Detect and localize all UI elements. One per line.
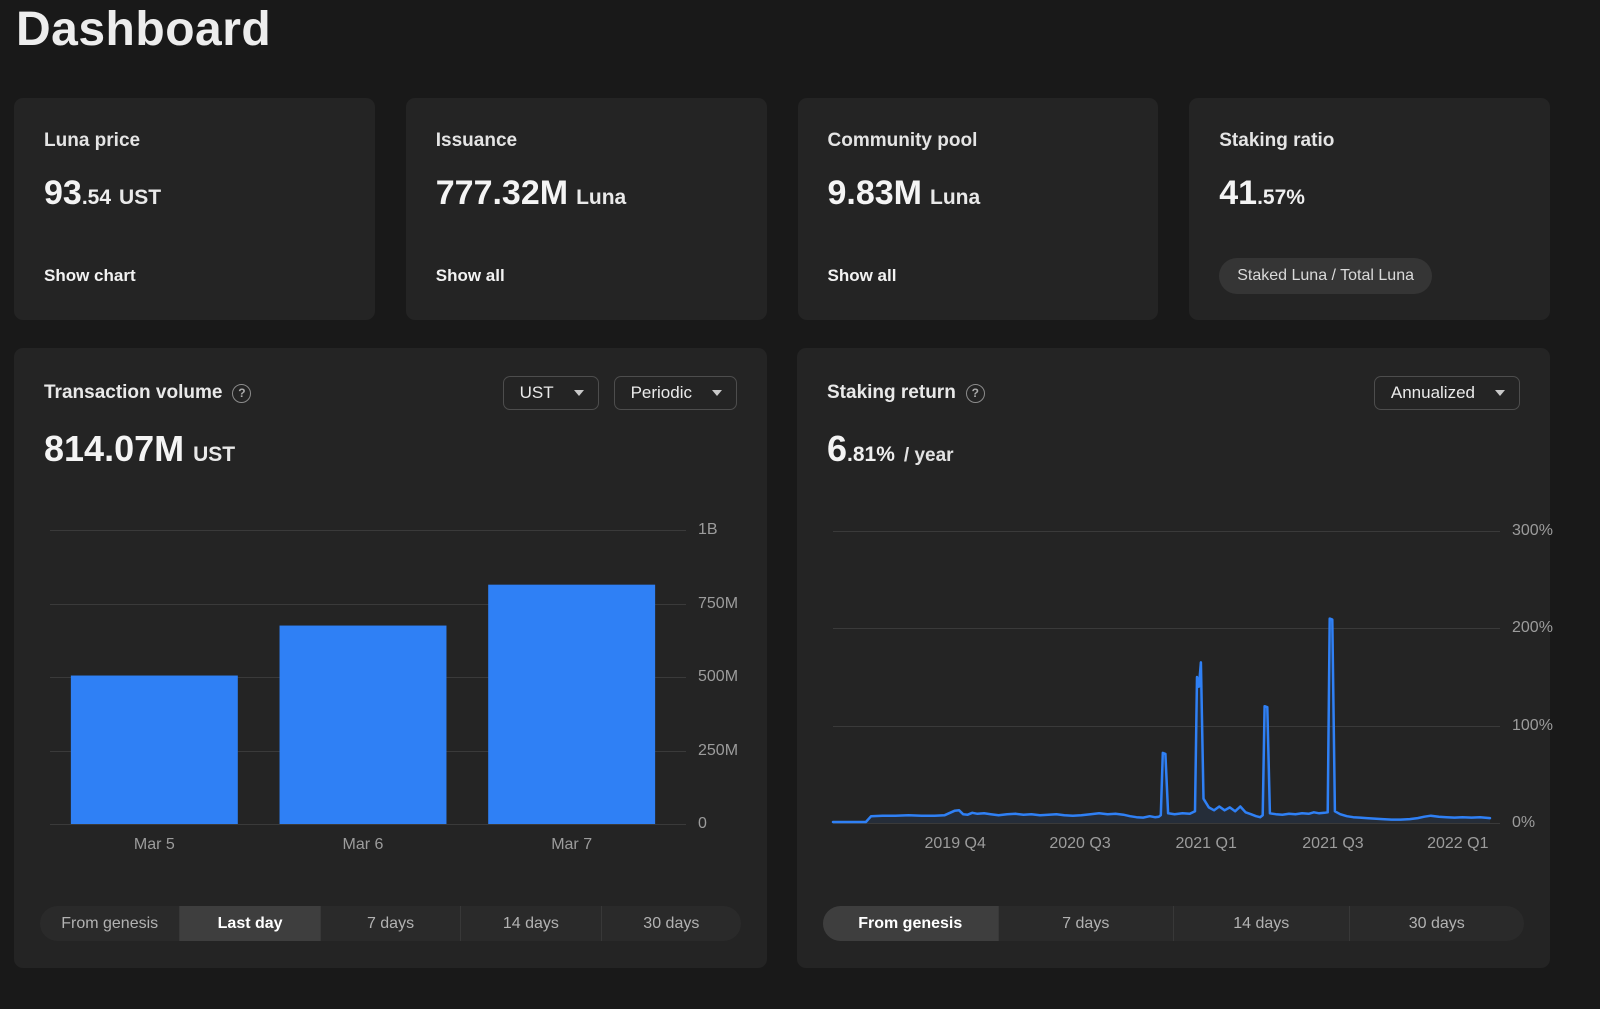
range-button-last-day[interactable]: Last day [179, 906, 320, 941]
transaction-volume-panel: Transaction volume ? UST Periodic 814.07… [14, 348, 767, 968]
x-axis-tick: 2019 Q4 [924, 835, 986, 852]
y-axis-tick: 1B [698, 521, 718, 538]
value-suffix: / year [903, 445, 954, 466]
value-unit: UST [119, 186, 162, 209]
staking-return-chart: 0% 100% 200% 300% 2019 Q4 2020 Q3 2021 Q1 2021 … [831, 510, 1580, 867]
card-value: 93.54 UST [44, 174, 161, 213]
value-integer: 777.32M [435, 174, 569, 212]
panel-title: Staking return [827, 382, 956, 403]
card-value: 9.83M Luna [828, 174, 981, 213]
x-axis-tick: 2021 Q3 [1302, 835, 1364, 852]
denom-select[interactable]: UST [502, 376, 599, 410]
help-icon[interactable]: ? [965, 383, 985, 403]
annualized-select[interactable]: Annualized [1373, 376, 1520, 410]
period-select[interactable]: Periodic [613, 376, 737, 410]
stat-cards-row: Luna price 93.54 UST Show chart Issuance … [14, 98, 1550, 320]
value-unit: Luna [930, 186, 981, 209]
range-button-14-days[interactable]: 14 days [460, 906, 600, 941]
staking-panel-selects: Annualized [1373, 376, 1520, 410]
card-label: Community pool [827, 130, 978, 151]
range-button-30-days[interactable]: 30 days [600, 906, 741, 941]
y-axis-tick: 200% [1512, 619, 1553, 637]
panels-row: Transaction volume ? UST Periodic 814.07… [14, 348, 1553, 968]
staking-return-value: 6.81% / year [827, 428, 954, 470]
value-integer: 6 [827, 428, 848, 469]
range-button-30-days[interactable]: 30 days [1348, 906, 1525, 941]
staking-return-line [831, 617, 1492, 824]
select-value: Annualized [1390, 383, 1475, 402]
y-axis-tick: 0 [698, 815, 707, 832]
card-label: Issuance [435, 130, 518, 151]
bar-mar-5[interactable] [70, 675, 238, 824]
x-axis-tick: 2020 Q3 [1049, 835, 1111, 852]
card-community-pool: Community pool 9.83M Luna Show all [797, 98, 1159, 320]
y-axis-tick: 0% [1512, 814, 1536, 831]
range-button-7-days[interactable]: 7 days [319, 906, 460, 941]
staking-return-panel: Staking return ? Annualized 6.81% / year … [797, 348, 1553, 968]
card-staking-ratio: Staking ratio 41.57% Staked Luna / Total… [1189, 98, 1550, 320]
bar-mar-6[interactable] [279, 625, 447, 824]
bar-mar-7[interactable] [488, 584, 656, 824]
tx-volume-value: 814.07M UST [44, 428, 235, 470]
x-axis-tick: 2022 Q1 [1427, 835, 1489, 852]
y-axis-tick: 750M [698, 594, 739, 612]
range-button-from-genesis[interactable]: From genesis [61, 915, 159, 932]
card-value: 777.32M Luna [436, 174, 627, 213]
chevron-down-icon [712, 390, 722, 396]
card-label: Staking ratio [1219, 130, 1335, 151]
y-axis-tick: 100% [1512, 716, 1553, 734]
help-icon[interactable]: ? [232, 383, 252, 403]
value-decimal: .57% [1257, 186, 1305, 209]
value-integer: 41 [1219, 174, 1258, 212]
value-integer: 814.07M [44, 428, 185, 469]
panel-title-row: Transaction volume ? [44, 382, 252, 404]
select-value: UST [519, 383, 554, 402]
y-axis-tick: 300% [1512, 522, 1553, 539]
y-axis-tick: 250M [698, 741, 739, 759]
x-axis-tick: Mar 6 [342, 836, 384, 853]
card-value: 41.57% [1219, 174, 1313, 213]
x-axis-tick: Mar 5 [133, 836, 175, 853]
y-axis-tick: 500M [698, 668, 739, 685]
value-unit: Luna [576, 186, 627, 209]
panel-title-row: Staking return ? [827, 382, 985, 404]
tx-range-group: From genesis Last day 7 days 14 days 30 days [40, 906, 741, 941]
chevron-down-icon [1495, 390, 1505, 396]
range-button-from-genesis[interactable]: From genesis [823, 906, 998, 941]
value-integer: 9.83M [827, 174, 923, 212]
range-button-7-days[interactable]: 7 days [997, 906, 1174, 941]
card-label: Luna price [44, 130, 141, 151]
chevron-down-icon [573, 390, 584, 396]
panel-title: Transaction volume [44, 382, 223, 403]
range-button-14-days[interactable]: 14 days [1173, 906, 1349, 941]
x-axis-tick: 2021 Q1 [1175, 835, 1237, 852]
tx-panel-selects: UST Periodic [502, 376, 737, 410]
page-title: Dashboard [16, 3, 272, 56]
card-luna-price: Luna price 93.54 UST Show chart [14, 98, 375, 320]
value-unit: UST [193, 443, 236, 466]
show-chart-link[interactable]: Show chart [44, 266, 136, 285]
show-all-link[interactable]: Show all [435, 266, 505, 285]
staking-range-group: From genesis 7 days 14 days 30 days [823, 906, 1524, 941]
value-decimal: .81% [847, 443, 895, 466]
select-value: Periodic [630, 383, 692, 402]
card-issuance: Issuance 777.32M Luna Show all [405, 98, 767, 320]
show-all-link[interactable]: Show all [827, 266, 897, 285]
x-axis-tick: Mar 7 [551, 836, 593, 853]
value-integer: 93 [44, 174, 82, 212]
value-decimal: .54 [81, 186, 112, 209]
transaction-volume-chart: 0 250M 500M 750M 1B Mar 5 Mar 6 Mar 7 [50, 510, 766, 868]
staking-ratio-badge: Staked Luna / Total Luna [1219, 258, 1432, 294]
